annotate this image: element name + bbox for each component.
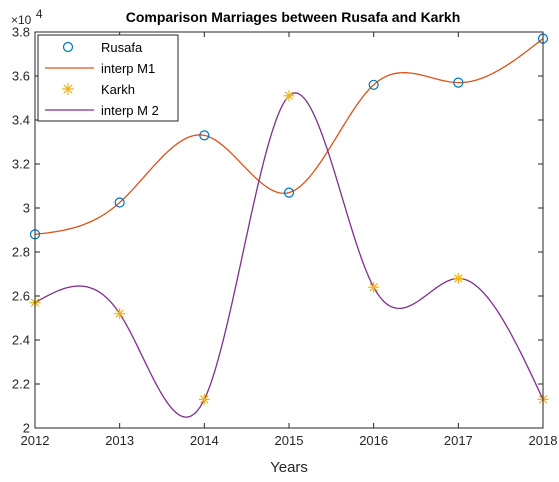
- legend-karkh-marker: [62, 83, 74, 95]
- legend-karkh-label: Karkh: [101, 82, 135, 97]
- y-tick-label-3.6: 3.6: [12, 69, 30, 84]
- y-tick-label-2.4: 2.4: [12, 333, 30, 348]
- chart-title: Comparison Marriages between Rusafa and …: [126, 9, 461, 25]
- data-point-karkh-2016: [368, 281, 380, 293]
- x-tick-label-2016: 2016: [359, 433, 388, 448]
- data-point-rusafa-2017: [453, 77, 464, 88]
- data-point-rusafa-2014: [199, 130, 210, 141]
- data-point-karkh-2015: [283, 90, 295, 102]
- y-exponent-label: ×10 4: [11, 7, 43, 28]
- y-tick-label-2: 2: [23, 421, 30, 436]
- x-tick-label-2018: 2018: [529, 433, 558, 448]
- x-tick-label-2013: 2013: [105, 433, 134, 448]
- x-tick-label-2017: 2017: [444, 433, 473, 448]
- y-tick-label-3: 3: [23, 201, 30, 216]
- y-tick-label-3.2: 3.2: [12, 157, 30, 172]
- y-tick-label-2.2: 2.2: [12, 377, 30, 392]
- y-tick-label-2.6: 2.6: [12, 289, 30, 304]
- legend-rusafa-marker: [62, 41, 74, 53]
- legend: Rusafa interp M1 Karkh interp M 2: [37, 34, 179, 122]
- axes-box: [34, 31, 544, 429]
- y-exponent-base: ×10: [11, 13, 32, 27]
- x-tick-label-2014: 2014: [190, 433, 219, 448]
- ticks-layer: 2012 2013 2014 2015 2016 2017 2018 2 2.2 2.4 2.6 2.…: [12, 25, 558, 449]
- data-point-rusafa-2015: [283, 187, 295, 198]
- series-line-interp-m1: [34, 38, 544, 236]
- y-tick-label-3.4: 3.4: [12, 113, 30, 128]
- x-tick-label-2015: 2015: [275, 433, 304, 448]
- x-axis-title: Years: [270, 459, 308, 476]
- markers-layer: [29, 33, 549, 405]
- data-point-karkh-2017: [452, 272, 464, 284]
- data-point-karkh-2014: [198, 393, 210, 405]
- data-point-rusafa-2013: [114, 197, 125, 208]
- legend-box: [37, 34, 179, 122]
- legend-rusafa-label: Rusafa: [101, 40, 143, 55]
- data-point-karkh-2013: [114, 308, 126, 320]
- y-tick-label-2.8: 2.8: [12, 245, 30, 260]
- x-tick-label-2012: 2012: [21, 433, 50, 448]
- y-exponent-power: 4: [36, 7, 43, 21]
- y-tick-label-3.8: 3.8: [12, 25, 30, 40]
- data-point-rusafa-2016: [368, 79, 379, 90]
- legend-interp-m2-label: interp M 2: [101, 103, 159, 118]
- legend-interp-m1-label: interp M1: [101, 61, 155, 76]
